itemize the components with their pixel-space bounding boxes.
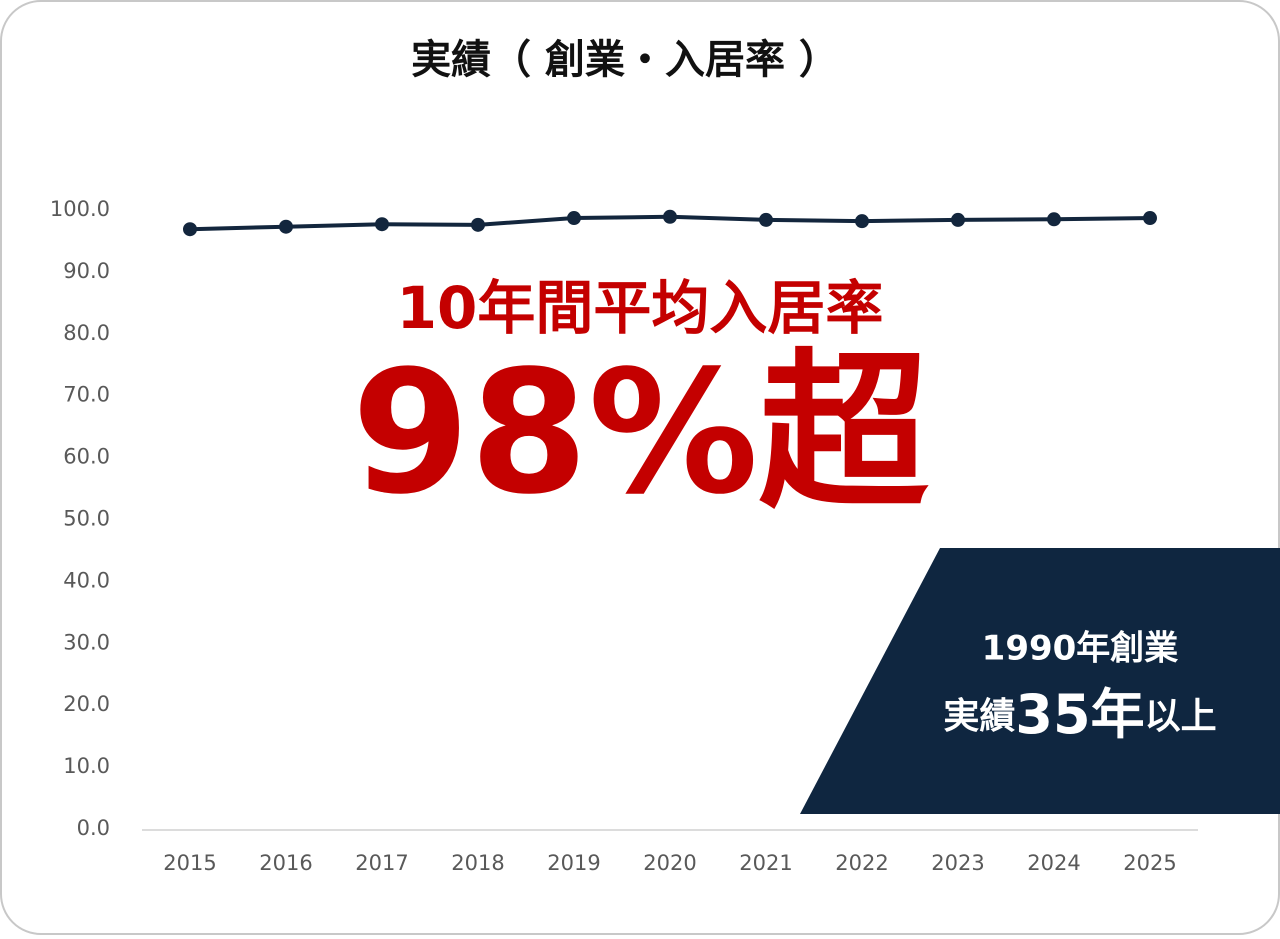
y-tick-label: 90.0 bbox=[63, 259, 110, 283]
point bbox=[1143, 211, 1157, 226]
badge-text: 実績35年以上 bbox=[943, 683, 1216, 746]
y-tick-label: 80.0 bbox=[63, 321, 110, 345]
y-tick-label: 50.0 bbox=[63, 507, 110, 531]
annotation: 98%超 bbox=[352, 334, 930, 532]
x-tick-label: 2018 bbox=[451, 851, 504, 875]
y-tick-label: 20.0 bbox=[63, 692, 110, 716]
badge bbox=[800, 548, 1280, 814]
point bbox=[1047, 212, 1061, 227]
x-tick-label: 2016 bbox=[259, 851, 312, 875]
badge-text: 35年 bbox=[1015, 683, 1144, 746]
badge-text: 1990年創業 bbox=[982, 629, 1179, 669]
x-tick-label: 2022 bbox=[835, 851, 888, 875]
x-tick-label: 2025 bbox=[1123, 851, 1176, 875]
y-tick-label: 100.0 bbox=[50, 197, 110, 221]
y-tick-label: 10.0 bbox=[63, 754, 110, 778]
x-tick-label: 2019 bbox=[547, 851, 600, 875]
point bbox=[951, 212, 965, 227]
point bbox=[279, 219, 293, 234]
x-tick-label: 2020 bbox=[643, 851, 696, 875]
point bbox=[471, 217, 485, 232]
x-tick-label: 2017 bbox=[355, 851, 408, 875]
badge-text: 以上 bbox=[1145, 696, 1217, 737]
annotation: 10年間平均入居率 bbox=[397, 274, 884, 342]
point bbox=[567, 211, 581, 226]
y-tick-label: 70.0 bbox=[63, 383, 110, 407]
y-tick-label: 30.0 bbox=[63, 630, 110, 654]
point bbox=[759, 212, 773, 227]
point bbox=[183, 222, 197, 237]
y-tick-label: 60.0 bbox=[63, 445, 110, 469]
badge-text: 実績 bbox=[943, 696, 1015, 737]
x-tick-label: 2023 bbox=[931, 851, 984, 875]
point bbox=[663, 209, 677, 224]
x-tick-label: 2015 bbox=[163, 851, 216, 875]
point bbox=[855, 214, 869, 229]
point bbox=[375, 217, 389, 232]
y-tick-label: 40.0 bbox=[63, 568, 110, 592]
chart-title: 実績（ 創業・入居率 ） bbox=[411, 37, 839, 83]
y-tick-label: 0.0 bbox=[77, 816, 110, 840]
x-tick-label: 2024 bbox=[1027, 851, 1080, 875]
x-tick-label: 2021 bbox=[739, 851, 792, 875]
